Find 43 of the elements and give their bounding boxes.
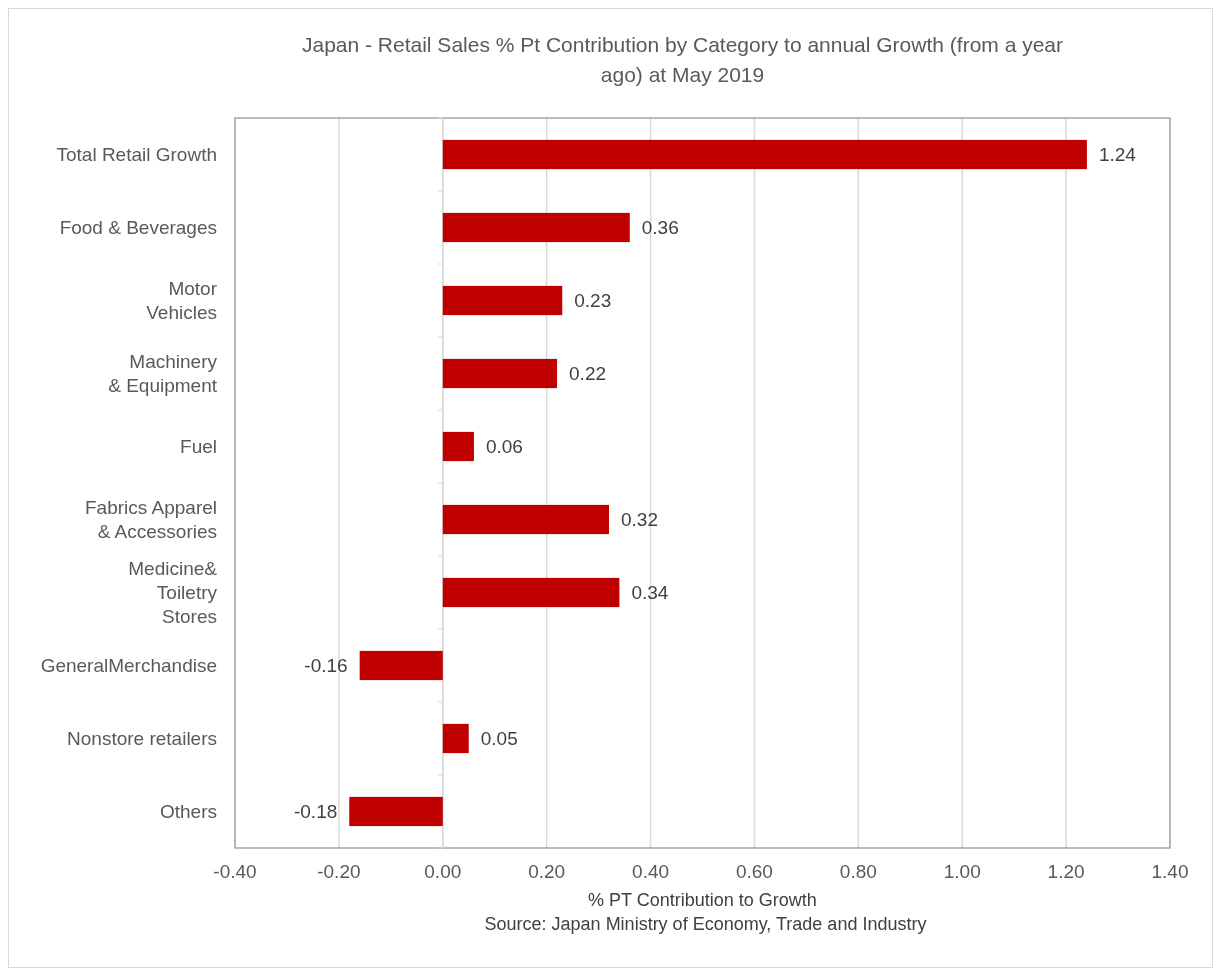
y-tick-label: GeneralMerchandise xyxy=(40,655,217,677)
x-tick-label: 0.40 xyxy=(632,861,670,882)
data-label: 0.32 xyxy=(621,509,658,531)
x-tick-label: 1.40 xyxy=(1151,861,1189,882)
data-label: 0.22 xyxy=(569,363,607,385)
y-tick-label: Fuel xyxy=(180,436,217,458)
x-tick-label: 0.20 xyxy=(528,861,566,882)
data-label: 0.23 xyxy=(574,290,612,312)
bar xyxy=(349,796,443,827)
y-tick-label: Medicine& Toiletry Stores xyxy=(128,558,218,628)
data-label: -0.18 xyxy=(293,801,338,823)
bar xyxy=(442,431,474,462)
x-tick-label: -0.20 xyxy=(317,861,361,882)
bar xyxy=(442,723,469,754)
data-label: 0.36 xyxy=(641,217,679,239)
data-label: 1.24 xyxy=(1098,144,1137,166)
x-tick-label: 1.00 xyxy=(943,861,981,882)
y-tick-label: Total Retail Growth xyxy=(56,144,217,166)
y-tick-label: Machinery & Equipment xyxy=(108,351,218,397)
data-label: 0.34 xyxy=(631,582,669,604)
y-tick-label: Food & Beverages xyxy=(59,217,217,239)
bar xyxy=(442,358,558,389)
bar xyxy=(442,285,563,316)
bar xyxy=(442,139,1087,170)
bar xyxy=(442,504,609,535)
bar xyxy=(442,212,630,243)
y-tick-label: Nonstore retailers xyxy=(67,728,217,750)
x-tick-label: 1.20 xyxy=(1047,861,1085,882)
x-tick-label: -0.40 xyxy=(213,861,257,882)
x-tick-label: 0.80 xyxy=(839,861,877,882)
bar xyxy=(442,577,620,608)
x-axis-title: % PT Contribution to Growth xyxy=(588,890,817,910)
chart-title: Japan - Retail Sales % Pt Contribution by Category to annual Growth (from a year ago) at May 2019 xyxy=(301,33,1064,86)
bar xyxy=(359,650,443,681)
y-tick-label: Motor Vehicles xyxy=(146,278,218,324)
y-tick-label: Fabrics Apparel & Accessories xyxy=(84,497,217,543)
data-label: 0.05 xyxy=(480,728,518,750)
x-tick-label: 0.60 xyxy=(735,861,773,882)
y-tick-label: Others xyxy=(159,801,217,823)
x-tick-label: 0.00 xyxy=(424,861,462,882)
source-note: Source: Japan Ministry of Economy, Trade and Industry xyxy=(484,914,927,934)
data-label: 0.06 xyxy=(485,436,523,458)
data-label: -0.16 xyxy=(304,655,348,677)
